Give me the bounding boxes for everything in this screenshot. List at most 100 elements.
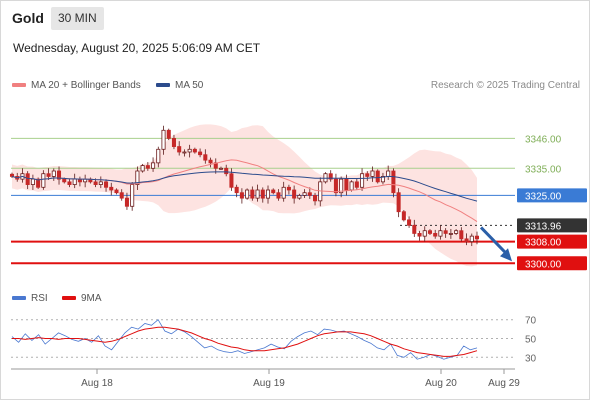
ma50-label: MA 50 xyxy=(175,80,204,91)
candle-body xyxy=(41,173,46,188)
rsi-tick-50: 50 xyxy=(525,335,537,346)
candle-body xyxy=(313,195,318,202)
candle-body xyxy=(297,195,302,199)
candle-body xyxy=(25,173,30,185)
level-label-3313-96: 3313.96 xyxy=(525,221,562,232)
candle xyxy=(417,230,422,241)
candle xyxy=(370,166,375,182)
candle xyxy=(135,166,140,190)
candle-body xyxy=(292,189,297,199)
candle-body xyxy=(281,186,286,199)
forecast-arrow-shaft xyxy=(479,226,510,257)
candle-body xyxy=(370,170,375,177)
candle-body xyxy=(124,197,129,207)
candle-body xyxy=(198,151,203,156)
candle-body xyxy=(72,178,77,185)
candle-body xyxy=(182,151,187,154)
candle-body xyxy=(245,189,250,199)
candle xyxy=(245,188,250,200)
level-label-3335-00: 3335.00 xyxy=(525,164,562,175)
chart-header: Gold 30 MIN xyxy=(0,0,590,38)
candle xyxy=(46,168,51,180)
candle-body xyxy=(260,189,265,199)
rsi-tick-70: 70 xyxy=(525,316,537,327)
candle xyxy=(286,184,291,195)
candle-body xyxy=(177,146,182,153)
candle xyxy=(140,163,145,173)
candle-body xyxy=(218,167,224,170)
candle-body xyxy=(407,219,412,226)
candle xyxy=(109,182,114,196)
x-tick-label: Aug 29 xyxy=(488,378,520,389)
candle xyxy=(124,192,129,210)
candle xyxy=(339,176,344,198)
candle-body xyxy=(271,189,276,194)
candle xyxy=(380,172,385,185)
candle xyxy=(302,189,307,199)
candle-body xyxy=(360,173,365,188)
candle xyxy=(145,162,150,171)
rsi-series-rsi xyxy=(11,319,478,360)
candle-body xyxy=(344,178,349,191)
candle xyxy=(208,157,213,168)
candle xyxy=(161,125,166,155)
candle-body xyxy=(234,186,239,194)
candle-body xyxy=(265,189,271,199)
candle-body xyxy=(9,173,15,177)
candle-body xyxy=(474,235,480,240)
legend-rsi-ma: 9MA xyxy=(62,293,102,304)
ma50-swatch xyxy=(156,83,170,88)
candle-body xyxy=(386,170,391,177)
ma20-swatch xyxy=(12,83,26,88)
candle xyxy=(51,168,56,181)
rsi-panel: 70 50 30 xyxy=(11,316,537,364)
candle-body xyxy=(229,173,234,188)
level-tag-3308-00 xyxy=(517,234,587,249)
timeframe-button[interactable]: 30 MIN xyxy=(51,7,104,30)
ma20-label: MA 20 + Bollinger Bands xyxy=(31,80,141,91)
candle xyxy=(469,233,474,247)
candle xyxy=(192,147,197,154)
candle-body xyxy=(46,173,51,177)
candle-body xyxy=(98,181,103,185)
candle xyxy=(260,187,265,203)
level-label-3308-00: 3308.00 xyxy=(525,238,562,249)
level-tag-3300-00 xyxy=(517,256,587,271)
candle xyxy=(313,192,318,206)
candle xyxy=(30,174,35,190)
rsi-label: RSI xyxy=(31,293,48,304)
level-label-3300-00: 3300.00 xyxy=(525,259,562,270)
candle xyxy=(276,189,281,201)
candle-body xyxy=(192,148,197,153)
candle xyxy=(198,148,203,158)
candle xyxy=(67,178,72,188)
candle-body xyxy=(286,186,291,191)
candle xyxy=(391,168,396,198)
candle-body xyxy=(375,170,380,183)
x-tick-label: Aug 18 xyxy=(81,378,113,389)
candle xyxy=(297,193,302,200)
candle xyxy=(224,164,229,177)
candle xyxy=(433,229,438,239)
candle-body xyxy=(208,159,213,164)
candle-body xyxy=(454,230,459,234)
level-tag-3325-00 xyxy=(517,188,587,203)
candle-body xyxy=(438,230,443,237)
chart-datetime: Wednesday, August 20, 2025 5:06:09 AM CE… xyxy=(13,41,261,55)
candle xyxy=(177,141,182,156)
level-tag-3313-96 xyxy=(517,218,587,233)
candle xyxy=(156,146,161,168)
candle xyxy=(234,184,239,198)
candle-body xyxy=(156,148,161,164)
candle-body xyxy=(140,165,145,172)
candle-body xyxy=(380,176,385,183)
candle xyxy=(41,170,46,190)
candle-body xyxy=(396,192,401,213)
candle-body xyxy=(135,170,140,185)
candle-body xyxy=(250,189,255,199)
candle-body xyxy=(427,230,432,234)
x-axis: Aug 18 Aug 19 Aug 20 Aug 29 xyxy=(11,368,520,389)
candle-body xyxy=(433,233,438,237)
candle xyxy=(292,185,297,204)
candle-body xyxy=(307,192,312,196)
